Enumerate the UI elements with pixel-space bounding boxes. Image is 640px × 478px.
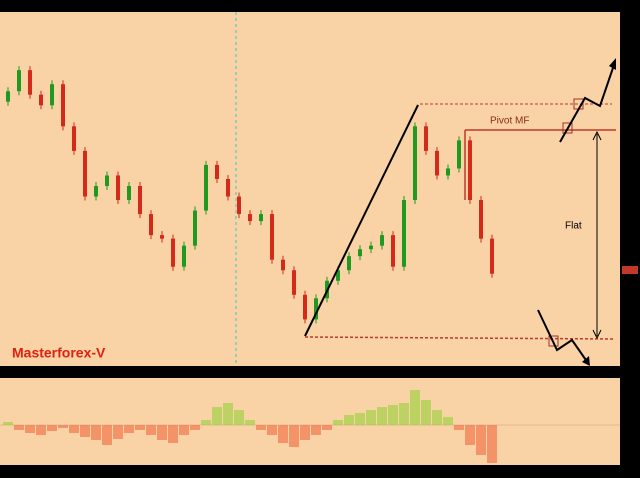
range-arrowheads: [592, 130, 602, 340]
pivot-label: Pivot MF: [490, 116, 529, 127]
candle-body: [259, 214, 263, 222]
candle-body: [149, 214, 153, 236]
candle-body: [193, 210, 197, 246]
candle-body: [446, 168, 450, 176]
price-tag: [622, 266, 638, 274]
candle-body: [215, 164, 219, 179]
candle-body: [6, 91, 10, 102]
candle-body: [435, 150, 439, 176]
flat-label: Flat: [565, 221, 582, 232]
forecast-down: [537, 309, 589, 364]
candle-body: [391, 235, 395, 267]
candle-body: [358, 249, 362, 257]
oscillator-pane: [0, 378, 620, 465]
candle-body: [402, 200, 406, 267]
candle-body: [479, 200, 483, 239]
candle-body: [61, 84, 65, 127]
candle-body: [292, 270, 296, 295]
candle-body: [105, 175, 109, 186]
candle-body: [171, 238, 175, 267]
candle-body: [50, 84, 54, 106]
candle-body: [270, 214, 274, 260]
candle-body: [138, 185, 142, 215]
brand-label: Masterforex-V: [12, 345, 106, 361]
candle-body: [17, 70, 21, 92]
candle-body: [314, 298, 318, 320]
marker-box: [548, 335, 559, 347]
candle-body: [39, 94, 43, 106]
candle-body: [457, 140, 461, 169]
trend-line: [304, 104, 419, 337]
candle-body: [424, 126, 428, 151]
candle-body: [72, 126, 76, 151]
candle-body: [303, 294, 307, 320]
candle-body: [248, 214, 252, 222]
candle-body: [182, 245, 186, 267]
arrowhead: [609, 58, 616, 70]
candle-body: [380, 235, 384, 246]
candle-body: [468, 140, 472, 201]
level-line: [304, 336, 616, 340]
arrowhead: [582, 356, 590, 366]
candle-body: [369, 245, 373, 250]
candle-body: [94, 185, 98, 197]
forecast-up: [559, 61, 616, 143]
candle-body: [116, 175, 120, 201]
candle-body: [336, 270, 340, 281]
candle-body: [83, 150, 87, 197]
candle-body: [237, 196, 241, 215]
marker-box: [562, 122, 573, 134]
candle-body: [28, 70, 32, 95]
candle-body: [226, 178, 230, 197]
candle-body: [347, 256, 351, 271]
candle-body: [490, 238, 494, 274]
candle-body: [281, 259, 285, 271]
price-pane: [0, 12, 620, 366]
candle-body: [160, 235, 164, 239]
candle-body: [204, 164, 208, 211]
candle-body: [413, 126, 417, 201]
candle-body: [127, 185, 131, 201]
